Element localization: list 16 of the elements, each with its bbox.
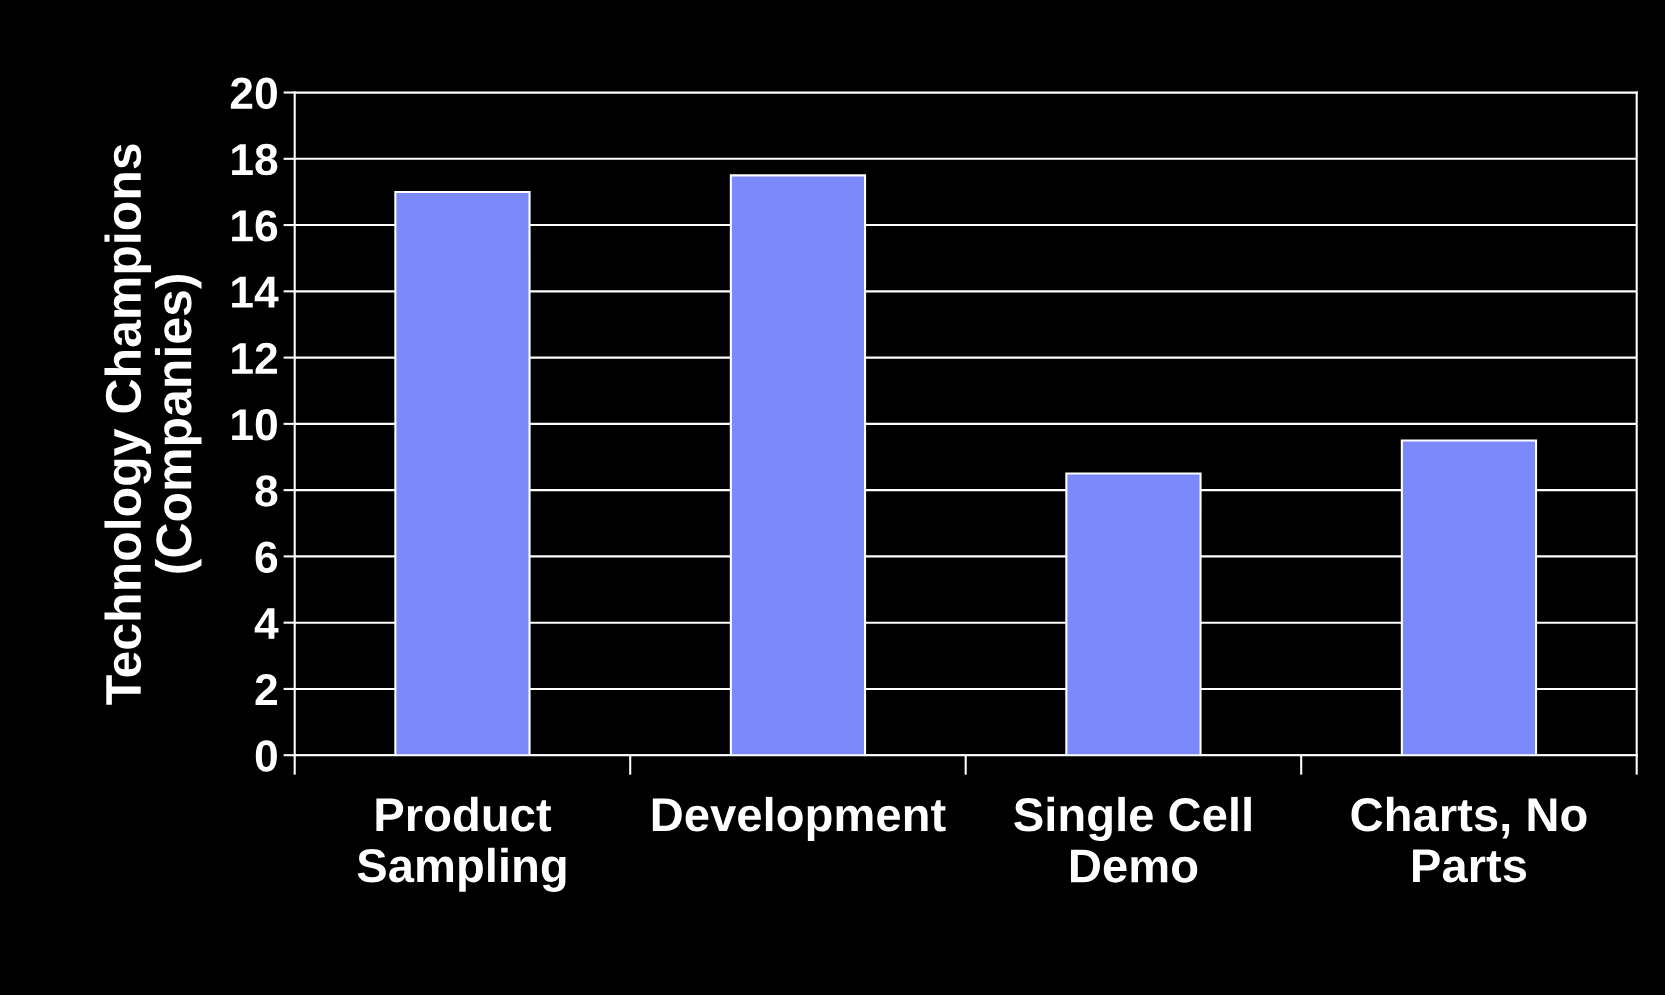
y-axis-title: Technology Champions (Companies) xyxy=(104,144,202,705)
x-tick-label: Single Cell Demo xyxy=(1014,796,1251,883)
y-tick-label: 12 xyxy=(232,342,277,374)
x-tick-label: Charts, No Parts xyxy=(1351,796,1587,883)
y-tick-label: 14 xyxy=(232,276,279,308)
y-tick-label: 6 xyxy=(255,541,278,573)
x-tick-label: Development xyxy=(652,796,946,841)
y-tick-label: 16 xyxy=(232,210,278,242)
y-tick-label: 20 xyxy=(230,77,277,110)
y-tick-label: 18 xyxy=(232,143,278,176)
y-tick-label: 0 xyxy=(255,740,277,772)
y-tick-label: 2 xyxy=(255,674,277,706)
y-tick-label: 4 xyxy=(254,608,279,639)
x-tick-label: Product Sampling xyxy=(357,796,566,892)
y-tick-label: 10 xyxy=(232,408,277,441)
y-tick-label: 8 xyxy=(255,475,278,507)
